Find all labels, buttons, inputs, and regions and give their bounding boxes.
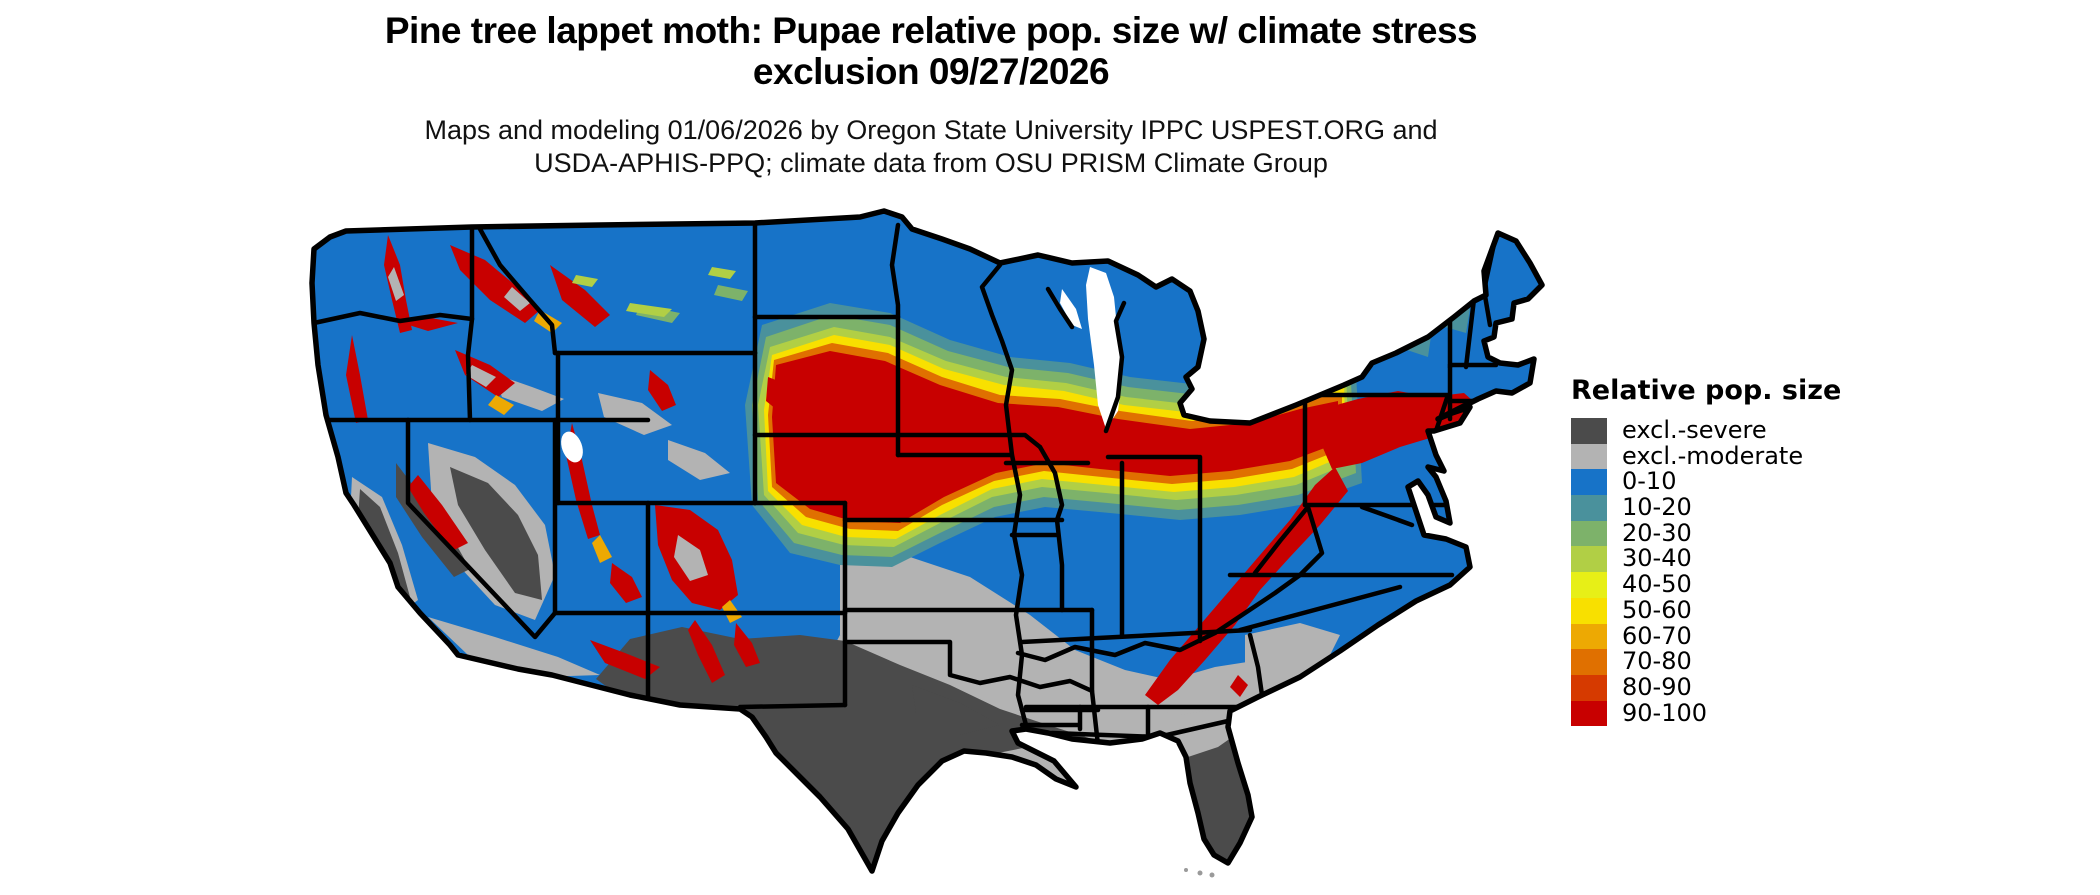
legend-item-80-90: 80-90 [1571, 672, 1871, 701]
map-header: Pine tree lappet moth: Pupae relative po… [300, 10, 1562, 180]
legend-swatch-excl-moderate [1571, 443, 1607, 470]
legend-label-20-30: 20-30 [1622, 518, 1692, 547]
page-title-line1: Pine tree lappet moth: Pupae relative po… [384, 10, 1478, 51]
legend-item-excl-severe: excl.-severe [1571, 416, 1871, 444]
legend-swatch-10-20 [1571, 495, 1607, 521]
legend-item-20-30: 20-30 [1571, 518, 1871, 547]
legend-swatch-70-80 [1571, 649, 1607, 675]
map-legend: Relative pop. size excl.-severe excl.-mo… [1571, 375, 1871, 727]
map-subtitle: Maps and modeling 01/06/2026 by Oregon S… [300, 114, 1562, 180]
legend-label-0-10: 0-10 [1622, 467, 1677, 496]
legend-item-40-50: 40-50 [1571, 570, 1871, 599]
legend-swatch-80-90 [1571, 674, 1607, 701]
legend-item-50-60: 50-60 [1571, 595, 1871, 624]
legend-item-10-20: 10-20 [1571, 493, 1871, 522]
great-salt-lake [561, 431, 583, 463]
legend-label-excl-severe: excl.-severe [1622, 416, 1767, 444]
legend-item-excl-moderate: excl.-moderate [1571, 441, 1871, 470]
legend-item-70-80: 70-80 [1571, 647, 1871, 676]
florida-keys [1184, 868, 1215, 878]
conus-map [300, 205, 1562, 890]
legend-swatch-30-40 [1571, 546, 1607, 573]
legend-label-50-60: 50-60 [1622, 595, 1692, 624]
legend-swatch-40-50 [1571, 572, 1607, 598]
legend-swatch-0-10 [1571, 469, 1607, 496]
map-plains-flecks [572, 267, 736, 317]
subtitle-line2: USDA-APHIS-PPQ; climate data from OSU PR… [534, 148, 1328, 178]
conus-map-svg [309, 208, 1545, 878]
legend-item-60-70: 60-70 [1571, 621, 1871, 650]
map-mountain-gray-cores [388, 267, 708, 581]
legend-label-excl-moderate: excl.-moderate [1622, 441, 1804, 470]
us-outline [309, 208, 1545, 874]
legend-swatch-excl-severe [1571, 418, 1607, 444]
legend-title: Relative pop. size [1571, 375, 1842, 406]
subtitle-line1: Maps and modeling 01/06/2026 by Oregon S… [424, 115, 1438, 145]
legend-label-30-40: 30-40 [1622, 544, 1692, 573]
legend-item-30-40: 30-40 [1571, 544, 1871, 573]
legend-swatch-20-30 [1571, 520, 1607, 547]
legend-label-80-90: 80-90 [1622, 672, 1692, 701]
legend-swatch-60-70 [1571, 623, 1607, 650]
legend-label-70-80: 70-80 [1622, 647, 1692, 676]
legend-label-60-70: 60-70 [1622, 621, 1692, 650]
legend-label-10-20: 10-20 [1622, 493, 1692, 522]
legend-item-90-100: 90-100 [1571, 698, 1871, 727]
legend-swatch-90-100 [1571, 700, 1607, 727]
legend-item-0-10: 0-10 [1571, 467, 1871, 496]
legend-label-90-100: 90-100 [1622, 698, 1708, 727]
lake-michigan [1060, 267, 1122, 429]
legend-label-40-50: 40-50 [1622, 570, 1692, 599]
legend-swatch-50-60 [1571, 597, 1607, 624]
page-title-line2: exclusion 09/27/2026 [752, 51, 1110, 92]
